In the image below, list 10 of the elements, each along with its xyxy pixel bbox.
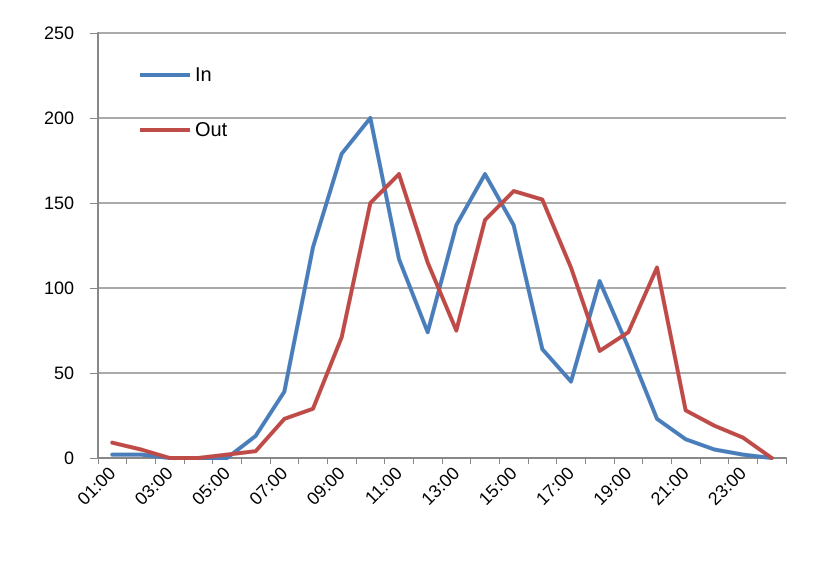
legend-label: In: [195, 64, 212, 86]
y-tick-label: 0: [64, 448, 74, 468]
line-series: [110, 116, 774, 460]
legend-label: Out: [195, 119, 228, 141]
y-tick-label: 250: [44, 23, 74, 43]
line-series: [110, 172, 774, 460]
y-tick-label: 200: [44, 108, 74, 128]
y-tick-label: 100: [44, 278, 74, 298]
y-tick-label: 150: [44, 193, 74, 213]
y-tick-label: 50: [54, 363, 74, 383]
